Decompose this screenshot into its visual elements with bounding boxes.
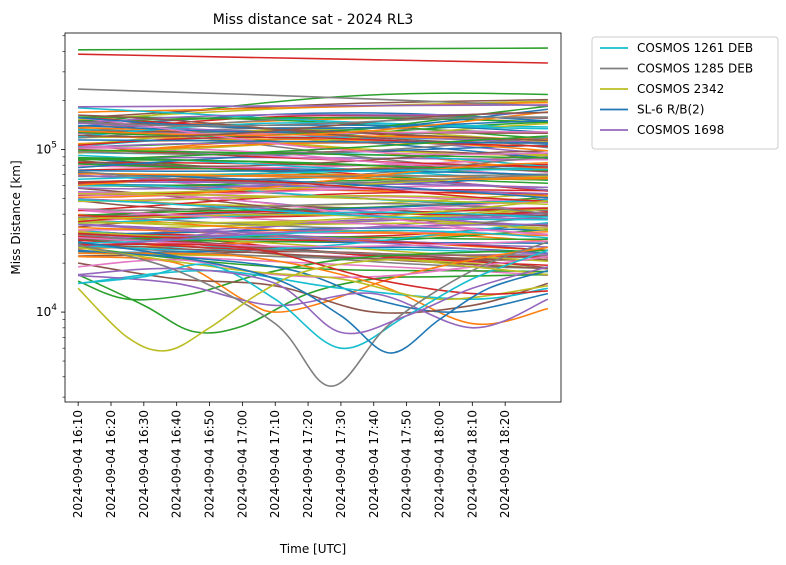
background-line (78, 200, 548, 224)
background-line (78, 111, 548, 137)
legend-box (591, 36, 779, 150)
background-line (78, 135, 548, 161)
background-line (78, 174, 548, 195)
background-line (78, 168, 548, 181)
legend: COSMOS 1261 DEB COSMOS 1285 DEB COSMOS 234… (591, 36, 779, 150)
x-tick-label: 2024-09-04 17:10 (268, 410, 282, 518)
series-line-unlabeled (78, 88, 548, 107)
background-line (78, 98, 548, 119)
background-line (78, 169, 548, 176)
legend-label: COSMOS 1261 DEB (637, 41, 753, 55)
background-line (78, 107, 548, 128)
background-line (78, 213, 548, 237)
x-tick-label: 2024-09-04 16:20 (104, 410, 118, 518)
background-line (78, 117, 548, 156)
series-line-unlabeled (78, 274, 549, 329)
background-line (78, 213, 548, 232)
background-line (78, 226, 548, 252)
y-axis: 104 105 (36, 35, 65, 398)
series-line-unlabeled (77, 262, 549, 314)
x-tick-label: 2024-09-04 17:40 (367, 410, 381, 518)
series-line-cosmos-1285-deb (77, 241, 549, 388)
background-line (78, 236, 548, 248)
x-tick-label: 2024-09-04 17:20 (301, 410, 315, 518)
background-line (78, 120, 548, 142)
series-line-cosmos-1698 (78, 266, 549, 335)
x-tick-label: 2024-09-04 16:10 (71, 410, 85, 518)
series-line-unlabeled (78, 104, 548, 108)
background-line (78, 139, 548, 144)
highlighted-lines (77, 47, 549, 388)
series-line-cosmos-1261-deb (78, 249, 549, 350)
background-line (78, 172, 548, 199)
background-line (78, 216, 548, 249)
background-line (78, 194, 548, 203)
background-line (78, 202, 548, 215)
series-line-unlabeled (78, 243, 548, 295)
chart-title: Miss distance sat - 2024 RL3 (213, 12, 414, 28)
series-line-unlabeled (77, 273, 548, 334)
x-tick-label: 2024-09-04 18:00 (433, 410, 447, 518)
background-line (78, 111, 548, 138)
background-line (78, 101, 548, 113)
legend-label: COSMOS 1698 (637, 123, 724, 137)
background-line (78, 149, 548, 159)
background-line (78, 208, 548, 236)
x-axis: 2024-09-04 16:10 2024-09-04 16:20 2024-09-… (71, 402, 512, 518)
background-line (78, 198, 548, 221)
series-line-sl-6-r-b-2 (77, 241, 549, 354)
background-lines (77, 92, 548, 277)
x-tick-label: 2024-09-04 16:30 (137, 410, 151, 518)
background-line (78, 224, 548, 255)
series-line-cosmos-2342 (77, 258, 548, 352)
x-tick-label: 2024-09-04 16:50 (203, 410, 217, 518)
plot-area-frame (64, 32, 562, 403)
x-tick-label: 2024-09-04 17:30 (334, 410, 348, 518)
x-tick-label: 2024-09-04 16:40 (170, 410, 184, 518)
series-line-unlabeled (78, 47, 548, 51)
background-line (78, 173, 548, 180)
background-line (78, 218, 548, 230)
series-line-unlabeled (78, 53, 548, 64)
y-axis-label: Miss Distance [km] (9, 160, 23, 274)
y-tick-label: 104 (36, 303, 57, 319)
x-tick-label: 2024-09-04 17:00 (235, 410, 249, 518)
y-tick-label: 105 (36, 140, 57, 156)
x-tick-label: 2024-09-04 18:20 (498, 410, 512, 518)
series-line-unlabeled (78, 252, 549, 326)
x-tick-label: 2024-09-04 17:50 (400, 410, 414, 518)
background-line (78, 223, 548, 248)
background-line (78, 170, 548, 185)
background-line (78, 223, 548, 247)
series-line-unlabeled (78, 246, 549, 313)
legend-label: SL-6 R/B(2) (637, 103, 704, 117)
background-line (78, 179, 548, 203)
x-tick-label: 2024-09-04 18:10 (465, 410, 479, 518)
background-line (78, 128, 548, 146)
legend-label: COSMOS 2342 (637, 82, 724, 96)
background-line (78, 116, 548, 127)
background-line (78, 156, 548, 172)
background-line (78, 116, 548, 130)
background-line (78, 243, 548, 270)
legend-label: COSMOS 1285 DEB (637, 62, 753, 76)
background-line (78, 193, 548, 205)
x-axis-label: Time [UTC] (279, 542, 346, 556)
background-line (78, 232, 548, 252)
